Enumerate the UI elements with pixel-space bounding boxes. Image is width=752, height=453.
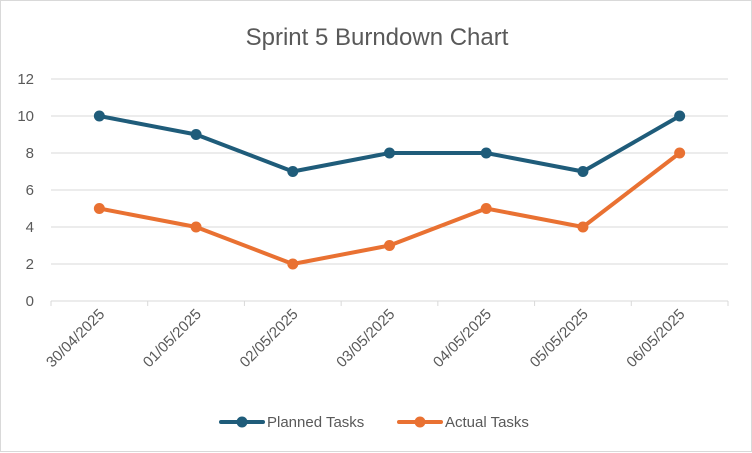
legend-label: Actual Tasks [445, 414, 529, 431]
data-point [190, 129, 202, 140]
x-tick-label: 04/05/2025 [430, 306, 495, 371]
y-tick-label: 2 [26, 256, 34, 273]
y-tick-label: 12 [17, 71, 34, 88]
series-line [97, 114, 682, 174]
legend-label: Planned Tasks [267, 414, 364, 431]
x-tick-label: 02/05/2025 [237, 306, 302, 371]
data-point [93, 203, 105, 214]
data-point [577, 221, 589, 233]
data-point [674, 147, 686, 159]
y-axis-ticks: 0 2 4 6 8 10 12 [17, 71, 34, 310]
data-point [674, 110, 686, 122]
y-tick-label: 10 [17, 108, 34, 125]
y-tick-label: 4 [26, 219, 34, 236]
chart-title: Sprint 5 Burndown Chart [246, 24, 509, 51]
data-point [480, 147, 492, 159]
x-tick-label: 30/04/2025 [43, 306, 108, 371]
series-group [93, 110, 686, 270]
data-point [93, 110, 105, 122]
series-1 [93, 147, 686, 270]
data-point [287, 258, 299, 270]
legend-swatch-marker [236, 416, 248, 428]
x-tick-label: 05/05/2025 [527, 306, 592, 371]
x-tick-label: 06/05/2025 [623, 306, 688, 371]
data-point [190, 221, 202, 233]
legend-item: Planned Tasks [219, 414, 364, 431]
legend: Planned Tasks Actual Tasks [219, 414, 529, 431]
data-point [577, 166, 589, 177]
series-0 [93, 110, 686, 177]
x-tick-label: 01/05/2025 [140, 306, 205, 371]
data-point [384, 240, 395, 251]
y-tick-label: 0 [26, 293, 34, 310]
y-tick-label: 6 [26, 182, 34, 199]
x-axis-ticks: 30/04/2025 01/05/2025 02/05/2025 03/05/2025… [43, 306, 688, 371]
data-point [384, 147, 395, 159]
x-tick-label: 03/05/2025 [333, 306, 398, 371]
data-point [287, 166, 299, 177]
legend-swatch-marker [414, 416, 426, 428]
data-point [480, 203, 492, 214]
y-tick-label: 8 [26, 145, 34, 162]
legend-item: Actual Tasks [397, 414, 529, 431]
